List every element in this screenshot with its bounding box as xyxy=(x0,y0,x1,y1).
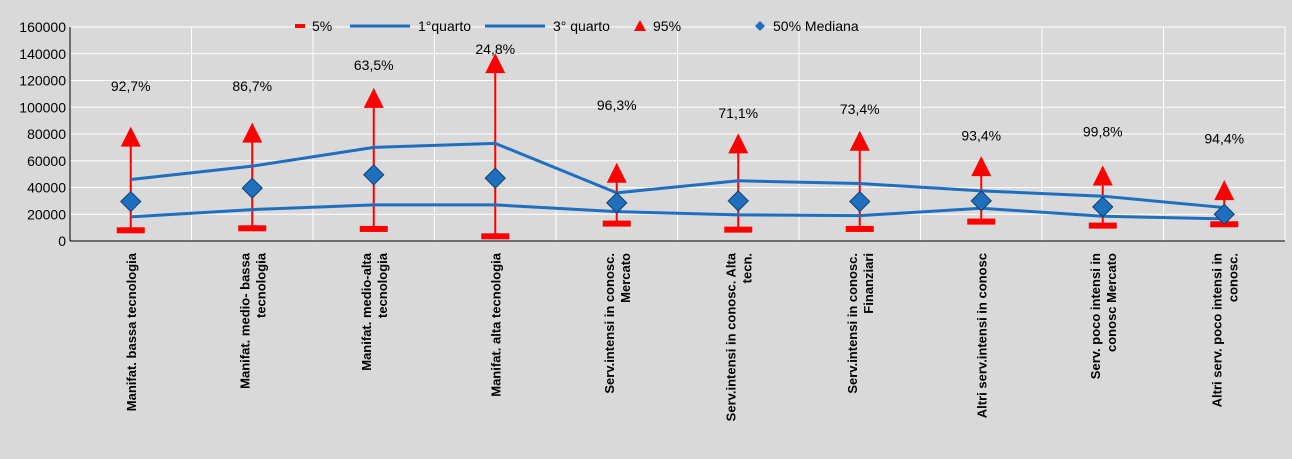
annotation-label: 24,8% xyxy=(475,41,515,57)
legend-label: 50% Mediana xyxy=(773,18,859,34)
y-tick-label: 60000 xyxy=(27,153,66,169)
x-tick-label: Serv. poco intensi in conosc Mercato xyxy=(1088,253,1119,379)
legend-label: 5% xyxy=(312,18,332,34)
y-tick-label: 0 xyxy=(58,233,66,249)
point-median xyxy=(241,177,263,199)
y-tick-label: 40000 xyxy=(27,180,66,196)
x-tick-label: Altri serv.intensi in conosc xyxy=(974,253,989,418)
x-tick-label-line: Altri serv. poco intensi in xyxy=(1209,253,1224,407)
x-tick-label-line: tecnologia xyxy=(375,252,390,318)
point-median xyxy=(1213,203,1235,225)
legend-swatch xyxy=(755,21,765,31)
grid xyxy=(69,26,1286,242)
series-line-1-quarto xyxy=(130,203,1225,221)
annotation-label: 73,4% xyxy=(840,101,880,117)
series-marks xyxy=(116,53,1239,240)
x-tick-label-line: conosc. xyxy=(1225,253,1240,302)
annotations: 92,7% 86,7% 63,5% 24,8% 96,3% 71,1% 73,4% 93,4%… xyxy=(111,41,1244,147)
point-5pct xyxy=(238,225,267,232)
point-95pct xyxy=(485,53,506,74)
annotation-label: 93,4% xyxy=(961,128,1001,144)
series-line-3-quarto xyxy=(130,141,1225,210)
annotation-label: 71,1% xyxy=(718,105,758,121)
point-5pct xyxy=(602,220,631,227)
legend-item: 50% Mediana xyxy=(755,18,859,34)
annotation-label: 99,8% xyxy=(1083,124,1123,140)
legend-item: 1°quarto xyxy=(350,18,471,34)
annotation-label: 96,3% xyxy=(597,97,637,113)
point-median xyxy=(120,190,142,213)
point-median xyxy=(606,192,628,214)
point-median xyxy=(849,190,871,213)
point-5pct xyxy=(1088,222,1117,229)
x-tick-label-line: conosc Mercato xyxy=(1104,253,1119,352)
point-95pct xyxy=(363,87,384,108)
point-95pct xyxy=(242,122,263,143)
point-median xyxy=(363,164,385,186)
point-5pct xyxy=(967,218,996,225)
y-tick-label: 100000 xyxy=(19,99,66,115)
legend-swatch xyxy=(295,24,305,28)
x-tick-label-line: Serv.intensi in conosc. xyxy=(845,253,860,394)
point-5pct xyxy=(724,226,753,233)
x-tick-label-line: tecn. xyxy=(739,253,754,283)
x-axis: Manifat. bassa tecnologia Manifat. medio-… xyxy=(70,240,1285,421)
x-tick-label-line: Serv.intensi in conosc. Alta xyxy=(723,252,738,421)
x-tick-label: Serv.intensi in conosc. Finanziari xyxy=(845,253,876,394)
x-tick-label-line: Manifat. medio- bassa xyxy=(237,252,252,389)
legend-item: 5% xyxy=(295,18,332,34)
point-95pct xyxy=(728,133,749,154)
annotation-label: 63,5% xyxy=(354,57,394,73)
x-tick-label-line: Manifat. alta tecnologia xyxy=(488,252,503,397)
x-tick-label-line: Manifat. bassa tecnologia xyxy=(124,252,139,411)
x-tick-label: Manifat. medio- bassa tecnologia xyxy=(237,252,268,389)
x-tick-label: Serv.intensi in conosc. Alta tecn. xyxy=(723,252,754,421)
y-tick-label: 140000 xyxy=(19,46,66,62)
x-tick-label: Serv.intensi in conosc. Mercato xyxy=(602,253,633,394)
point-5pct xyxy=(845,225,874,232)
x-tick-label: Manifat. alta tecnologia xyxy=(488,252,503,397)
legend-swatch xyxy=(634,20,646,31)
point-95pct xyxy=(1092,165,1113,186)
point-95pct xyxy=(971,156,992,177)
point-5pct xyxy=(116,227,145,234)
legend-label: 3° quarto xyxy=(553,18,610,34)
point-95pct xyxy=(606,162,627,183)
point-median xyxy=(727,190,749,212)
x-tick-label-line: Mercato xyxy=(618,253,633,303)
annotation-label: 86,7% xyxy=(232,78,272,94)
x-tick-label-line: Altri serv.intensi in conosc xyxy=(974,253,989,418)
point-median xyxy=(970,190,992,212)
point-5pct xyxy=(481,233,510,240)
y-axis: 0 20000 40000 60000 80000 100000 120000 140000 1… xyxy=(19,19,71,249)
x-tick-label: Altri serv. poco intensi in conosc. xyxy=(1209,253,1240,407)
point-median xyxy=(1092,196,1114,218)
point-95pct xyxy=(849,130,870,151)
x-tick-label: Manifat. medio-alta tecnologia xyxy=(359,252,390,371)
point-5pct xyxy=(359,225,388,232)
y-tick-label: 20000 xyxy=(27,206,66,222)
annotation-label: 92,7% xyxy=(111,78,151,94)
legend-item: 95% xyxy=(634,18,681,34)
point-95pct xyxy=(1214,180,1235,201)
x-tick-label-line: Serv.intensi in conosc. xyxy=(602,253,617,394)
x-tick-label-line: Serv. poco intensi in xyxy=(1088,253,1103,379)
y-tick-label: 80000 xyxy=(27,126,66,142)
annotation-label: 94,4% xyxy=(1204,130,1244,146)
legend: 5% 1°quarto 3° quarto 95% 50% Mediana xyxy=(295,18,859,34)
y-tick-label: 160000 xyxy=(19,19,66,35)
legend-item: 3° quarto xyxy=(485,18,610,34)
point-95pct xyxy=(120,126,141,147)
legend-label: 95% xyxy=(653,18,681,34)
legend-label: 1°quarto xyxy=(418,18,471,34)
x-tick-label-line: Finanziari xyxy=(861,253,876,314)
x-tick-label-line: Manifat. medio-alta xyxy=(359,252,374,371)
y-tick-label: 120000 xyxy=(19,73,66,89)
x-tick-label-line: tecnologia xyxy=(253,252,268,318)
point-median xyxy=(484,167,506,189)
x-tick-label: Manifat. bassa tecnologia xyxy=(124,252,139,411)
